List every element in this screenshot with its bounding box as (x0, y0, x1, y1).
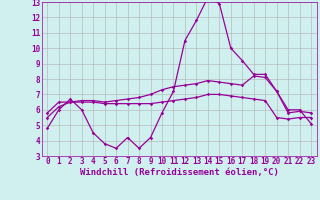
X-axis label: Windchill (Refroidissement éolien,°C): Windchill (Refroidissement éolien,°C) (80, 168, 279, 177)
